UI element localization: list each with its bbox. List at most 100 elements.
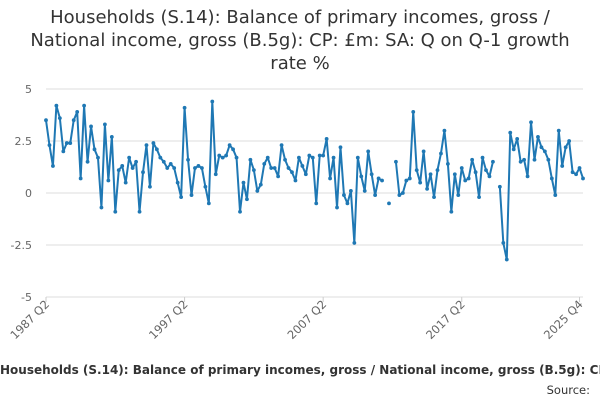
data-point: [484, 168, 488, 173]
data-point: [546, 157, 551, 162]
data-point: [525, 174, 530, 179]
data-point: [387, 201, 391, 206]
data-point: [501, 241, 506, 245]
data-point: [532, 157, 537, 162]
data-point: [165, 166, 170, 170]
data-point: [172, 166, 177, 170]
data-point: [113, 209, 118, 214]
data-point: [577, 166, 582, 170]
data-point: [283, 157, 287, 162]
data-point: [44, 118, 48, 123]
data-point: [127, 155, 132, 160]
data-point: [542, 149, 547, 154]
data-point: [47, 143, 52, 148]
data-point: [394, 159, 398, 164]
series-line: [498, 121, 584, 261]
data-point: [255, 189, 260, 193]
data-point: [269, 166, 274, 170]
data-point: [64, 141, 69, 145]
data-point: [331, 155, 336, 160]
data-point: [130, 166, 135, 170]
data-point: [123, 180, 128, 185]
data-point: [459, 166, 464, 170]
data-point: [487, 174, 492, 179]
data-point: [480, 155, 485, 160]
data-point: [220, 155, 225, 160]
data-point: [106, 178, 111, 183]
data-point: [85, 159, 90, 164]
data-point: [57, 116, 62, 121]
data-point: [175, 180, 180, 185]
data-point: [186, 157, 190, 162]
x-axis: 1987 Q2 1997 Q2 2007 Q2 2017 Q2 2025 Q4: [7, 297, 586, 342]
data-point: [452, 172, 457, 177]
data-point: [102, 122, 107, 127]
data-point: [151, 141, 156, 145]
series-layer: [44, 99, 585, 262]
data-point: [518, 159, 523, 164]
data-point: [335, 205, 339, 210]
data-point: [515, 137, 520, 141]
chart-title: Households (S.14): Balance of primary in…: [30, 7, 570, 74]
data-point: [224, 153, 229, 158]
data-point: [400, 191, 405, 195]
y-axis: 5 2.5 0 -2.5 -5: [11, 83, 32, 304]
data-point: [109, 134, 114, 139]
data-point: [227, 143, 232, 148]
data-point: [234, 155, 239, 160]
data-point: [51, 164, 55, 168]
data-point: [560, 164, 565, 168]
data-point: [463, 178, 468, 183]
data-point: [324, 137, 329, 141]
data-point: [456, 193, 461, 197]
data-point: [414, 168, 419, 173]
data-point: [231, 147, 235, 152]
data-point: [404, 178, 409, 183]
y-tick-label: 2.5: [15, 135, 33, 148]
y-tick-label: -5: [21, 291, 32, 304]
series-line: [45, 100, 383, 244]
data-point: [217, 153, 222, 158]
data-point: [161, 159, 166, 164]
data-point: [134, 159, 138, 164]
data-point: [373, 193, 378, 197]
data-point: [200, 166, 204, 170]
data-point: [369, 172, 374, 177]
data-point: [570, 170, 575, 175]
data-point: [581, 176, 585, 181]
data-point: [317, 153, 322, 158]
data-point: [321, 153, 326, 158]
data-point: [432, 195, 436, 200]
data-point: [68, 141, 73, 145]
data-point: [262, 161, 267, 166]
data-point: [428, 172, 433, 177]
data-point: [61, 149, 66, 154]
data-point: [279, 143, 284, 148]
data-point: [536, 134, 540, 139]
data-point: [290, 170, 294, 175]
data-point: [193, 166, 197, 170]
data-point: [297, 155, 301, 160]
x-tick-label: 2007 Q2: [285, 297, 330, 342]
source-label: Source:: [546, 383, 590, 397]
legend-label: Households (S.14): Balance of primary in…: [0, 363, 600, 377]
data-point: [144, 143, 149, 148]
data-point: [196, 164, 201, 168]
data-point: [206, 201, 211, 206]
data-point: [491, 159, 495, 164]
data-point: [563, 145, 568, 150]
data-point: [99, 205, 104, 210]
x-tick-label: 1997 Q2: [146, 297, 191, 342]
data-point: [421, 149, 426, 154]
legend: Households (S.14): Balance of primary in…: [0, 363, 600, 381]
data-point: [556, 128, 561, 133]
data-point: [286, 166, 291, 170]
data-point: [418, 180, 423, 185]
data-point: [265, 155, 270, 160]
data-point: [248, 157, 253, 162]
data-point: [435, 168, 440, 173]
data-point: [359, 174, 364, 179]
gridlines: [46, 88, 583, 298]
data-point: [78, 176, 83, 181]
